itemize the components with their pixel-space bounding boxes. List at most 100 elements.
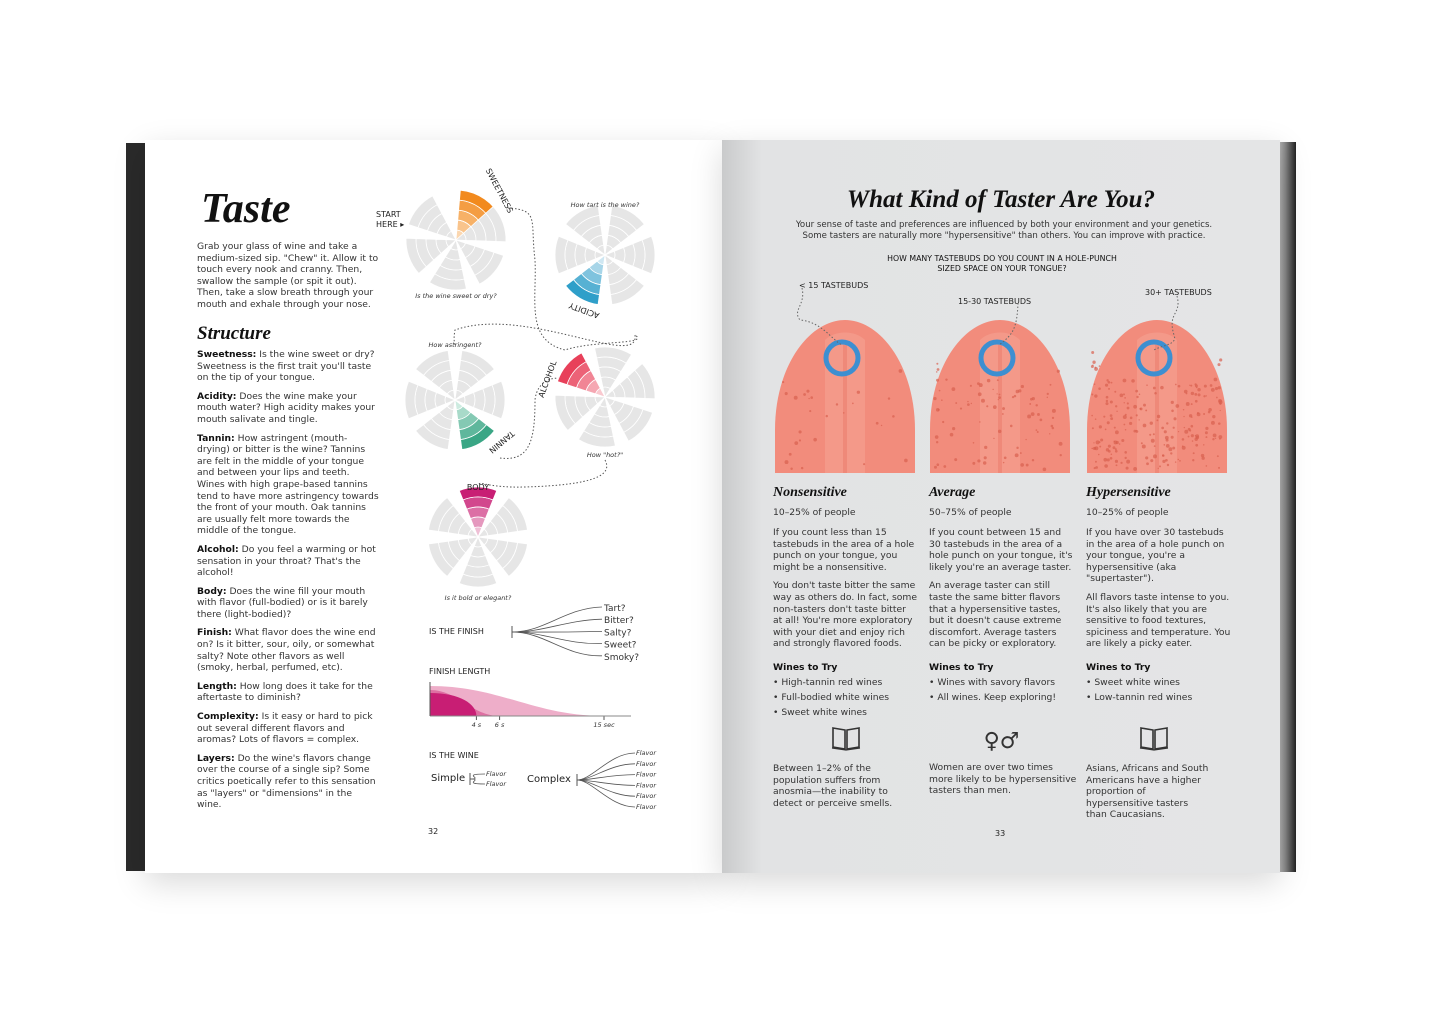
wheel-question: How astringent? [428, 341, 482, 349]
fact-text: Between 1–2% of the population suffers f… [773, 763, 893, 809]
wheel-wedge-ring [434, 391, 447, 409]
finish-option: Salty? [604, 628, 632, 638]
term-description: How long does it take for the aftertaste… [197, 680, 373, 704]
wheel-wedge-ring [474, 251, 505, 285]
wheel-body [428, 486, 528, 588]
wine-item: All wines. Keep exploring! [929, 690, 1074, 705]
tastebud-count-label: < 15 TASTEBUDS [799, 281, 869, 290]
tick-label: 15 sec [593, 721, 615, 729]
term-name: Body: [197, 585, 227, 597]
taster-column: Average 50–75% of people If you count be… [929, 485, 1074, 705]
intro-text: Grab your glass of wine and take a mediu… [197, 241, 379, 310]
tastebud-count-label: 15-30 TASTEBUDS [958, 297, 1032, 306]
page-number: 32 [428, 827, 439, 836]
wines-to-try-heading: Wines to Try [773, 661, 838, 673]
wheel-label: BODY [467, 483, 489, 492]
wine-item: Wines with savory flavors [929, 675, 1074, 690]
flavor-branch [469, 778, 486, 785]
term-name: Tannin: [197, 432, 235, 444]
wheel-question: Is the wine sweet or dry? [415, 292, 497, 300]
wheel-wedge-ring [554, 235, 569, 275]
wheel-wedge-ring [502, 542, 528, 577]
tongue-hypersensitive [1087, 320, 1227, 473]
taster-type: Nonsensitive [773, 485, 847, 500]
wheel-question: How "hot?" [587, 451, 623, 459]
tongues-illustration [775, 287, 1227, 473]
fact-block: ♀♂ Women are over two times more likely … [929, 728, 1079, 797]
term-description: Do you feel a warming or hot sensation i… [197, 543, 376, 579]
wheel-wedge-ring [407, 195, 438, 229]
highlighted-wedge-ring [460, 424, 495, 450]
wheel-wedge-ring [610, 279, 645, 305]
wheel-wedge-ring [574, 243, 587, 267]
finish-length-label: FINISH LENGTH [429, 667, 491, 676]
flavor-branch [576, 752, 636, 781]
flavor-label: Flavor [636, 760, 657, 768]
book-icon [773, 725, 918, 755]
description: All flavors taste intense to you. It's a… [1086, 591, 1231, 650]
hole-punch-circle [1135, 339, 1173, 377]
highlighted-wedge-ring [466, 506, 490, 519]
wheel-wedge-ring [469, 545, 487, 558]
term-description: Does the wine fill your mouth with flavo… [197, 585, 368, 620]
wheel-wedge-ring [404, 380, 419, 420]
wine-item: Sweet white wines [773, 705, 918, 720]
description: An average taster can still taste the sa… [929, 580, 1062, 650]
term-description: Is the wine sweet or dry? Sweetness is t… [197, 349, 375, 384]
wheel-wedge-ring [634, 362, 656, 400]
wheel-wedge-ring [623, 408, 654, 442]
wheel-wedge-ring [594, 346, 633, 364]
highlighted-wedge-ring [458, 486, 498, 501]
wheel-wedge-ring [473, 388, 486, 412]
left-page: Taste Grab your glass of wine and take a… [145, 140, 722, 873]
wheel-wedge-ring [565, 205, 600, 231]
flavor-label: Flavor [486, 770, 507, 778]
term-description: How astringent (mouth-drying) or bitter … [197, 432, 379, 537]
finish-label: IS THE FINISH [429, 627, 484, 636]
flavor-label: Flavor [636, 749, 657, 757]
complex-label: Complex [527, 774, 571, 785]
flavor-label: Flavor [636, 781, 657, 789]
section-heading: Structure [197, 323, 271, 344]
wines-to-try-heading: Wines to Try [929, 661, 994, 673]
flavor-label: Flavor [486, 780, 507, 788]
term-description: Do the wine's flavors change over the co… [197, 752, 376, 811]
wheel-question: Is it bold or elegant? [445, 594, 512, 602]
term-name: Acidity: [197, 390, 237, 402]
flavor-branch [576, 779, 636, 808]
wheel-wedge-ring [460, 350, 495, 376]
wheel-label: ALCOHOL [537, 359, 559, 399]
wheel-wedge-ring [641, 235, 656, 275]
taster-column: Nonsensitive 10–25% of people If you cou… [773, 485, 918, 720]
population-percent: 50–75% of people [929, 507, 1012, 518]
wheel-wedge-ring [415, 350, 450, 376]
term-name: Complexity: [197, 711, 259, 723]
wheel-tannin [404, 350, 506, 450]
wheel-wedge-ring [466, 555, 490, 568]
wheel-wedge-ring [463, 391, 476, 409]
wine-list: Sweet white winesLow-tannin red wines [1086, 675, 1231, 705]
finish-length-area [430, 693, 477, 716]
dotted-pointer [998, 302, 1019, 346]
term-name: Layers: [197, 752, 235, 764]
finish-option: Smoky? [604, 653, 639, 663]
finish-branch [511, 618, 603, 633]
term-name: Sweetness: [197, 349, 257, 360]
tongue-nonsensitive [775, 320, 915, 473]
intro-text: Your sense of taste and preferences are … [795, 220, 1213, 241]
population-percent: 10–25% of people [773, 507, 856, 518]
complexity-label: IS THE WINE [429, 751, 479, 760]
wheel-wedge-ring [491, 380, 506, 420]
tick-label: 6 s [495, 721, 505, 729]
fact-block: Asians, Africans and South Americans hav… [1086, 725, 1236, 821]
description: If you count less than 15 tastebuds in t… [773, 527, 915, 573]
page-title: Taste [201, 186, 291, 232]
term-paragraph: Body: Does the wine fill your mouth with… [197, 586, 379, 621]
wheel-wedge-ring [428, 542, 454, 577]
finish-option: Sweet? [604, 641, 637, 651]
wheel-sweetness [405, 189, 507, 291]
finish-branch [511, 606, 603, 633]
book-icon [1086, 725, 1221, 755]
wheel-wedge-ring [428, 273, 467, 291]
